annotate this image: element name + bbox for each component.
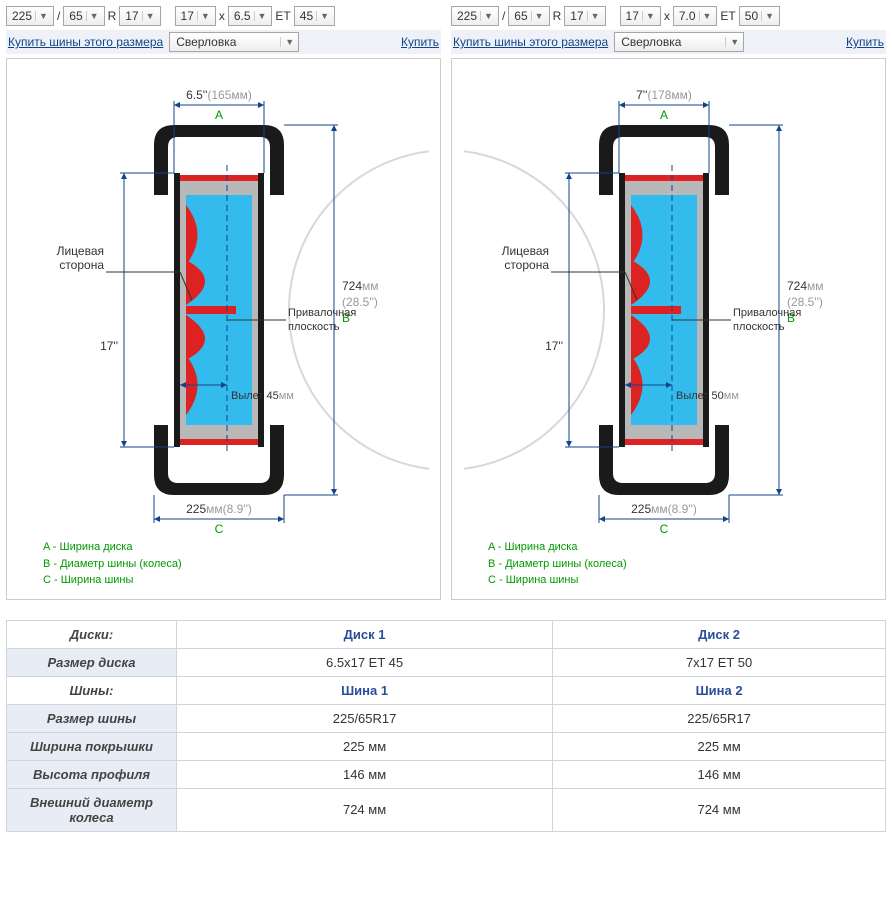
et-label: ET [275, 9, 290, 23]
svg-text:724мм: 724мм [787, 279, 824, 293]
slash: / [502, 9, 505, 23]
buy-link[interactable]: Купить [846, 35, 884, 49]
row-value-2: 225/65R17 [553, 704, 886, 732]
row-label: Ширина покрышки [7, 732, 177, 760]
tire-profile-select[interactable]: 65▼ [63, 6, 104, 26]
row-value-2: 724 мм [553, 788, 886, 831]
tire-width-select[interactable]: 225▼ [451, 6, 499, 26]
tire-r-select[interactable]: 17▼ [564, 6, 605, 26]
legend-a: A - Ширина диска [43, 541, 132, 553]
table-row: Шины:Шина 1Шина 2 [7, 676, 886, 704]
row-value-1: 146 мм [177, 760, 553, 788]
rim-width-select[interactable]: 6.5▼ [228, 6, 273, 26]
slash: / [57, 9, 60, 23]
diagram-1: 6.5''(165мм)A724мм(28.5'')B17''Лицеваяст… [6, 58, 441, 600]
rim-width-select[interactable]: 7.0▼ [673, 6, 718, 26]
comparison-tbody: Диски:Диск 1Диск 2Размер диска6.5x17 ET … [7, 620, 886, 831]
row-label: Размер диска [7, 648, 177, 676]
row-value-2: Шина 2 [553, 676, 886, 704]
svg-text:724мм: 724мм [342, 279, 379, 293]
svg-text:A: A [214, 108, 222, 122]
svg-text:225мм(8.9''): 225мм(8.9'') [186, 502, 252, 516]
tire-r-select[interactable]: 17▼ [119, 6, 160, 26]
svg-text:Лицевая: Лицевая [501, 244, 548, 258]
legend-c: C - Ширина шины [488, 574, 578, 586]
legend-b: B - Диаметр шины (колеса) [43, 558, 182, 570]
buy-tires-link[interactable]: Купить шины этого размера [453, 35, 608, 49]
svg-text:C: C [214, 522, 223, 535]
row-value-2: Диск 2 [553, 620, 886, 648]
drill-select[interactable]: Сверловка▼ [169, 32, 299, 52]
table-row: Высота профиля146 мм146 мм [7, 760, 886, 788]
svg-text:плоскость: плоскость [733, 321, 785, 333]
row-label: Размер шины [7, 704, 177, 732]
r-label: R [108, 9, 117, 23]
table-row: Размер шины225/65R17225/65R17 [7, 704, 886, 732]
svg-text:225мм(8.9''): 225мм(8.9'') [631, 502, 697, 516]
r-label: R [553, 9, 562, 23]
link-row-1: Купить шины этого размера Сверловка▼ Куп… [6, 30, 441, 54]
svg-text:Вылет 45мм: Вылет 45мм [231, 390, 294, 402]
row-value-2: 7x17 ET 50 [553, 648, 886, 676]
legend-b: B - Диаметр шины (колеса) [488, 558, 627, 570]
config-row: 225▼ / 65▼ R 17▼ 17▼ x 6.5▼ ET 45▼ Купит… [6, 6, 886, 54]
row-value-2: 225 мм [553, 732, 886, 760]
svg-text:Лицевая: Лицевая [56, 244, 103, 258]
svg-text:Привалочная: Привалочная [288, 307, 356, 319]
legend-2: A - Ширина диска B - Диаметр шины (колес… [488, 539, 879, 589]
row-label: Шины: [7, 676, 177, 704]
row-label: Высота профиля [7, 760, 177, 788]
x-label: x [664, 9, 670, 23]
selectors-2: 225▼ / 65▼ R 17▼ 17▼ x 7.0▼ ET 50▼ [451, 6, 886, 26]
et-select[interactable]: 45▼ [294, 6, 335, 26]
link-row-2: Купить шины этого размера Сверловка▼ Куп… [451, 30, 886, 54]
config-block-2: 225▼ / 65▼ R 17▼ 17▼ x 7.0▼ ET 50▼ Купит… [451, 6, 886, 54]
svg-text:сторона: сторона [504, 258, 549, 272]
row-label: Диски: [7, 620, 177, 648]
rim-diam-select[interactable]: 17▼ [620, 6, 661, 26]
rim-diam-select[interactable]: 17▼ [175, 6, 216, 26]
table-row: Внешний диаметр колеса724 мм724 мм [7, 788, 886, 831]
legend-c: C - Ширина шины [43, 574, 133, 586]
row-value-1: 225 мм [177, 732, 553, 760]
tire-width-select[interactable]: 225▼ [6, 6, 54, 26]
row-value-1: 724 мм [177, 788, 553, 831]
svg-text:17'': 17'' [545, 339, 563, 353]
x-label: x [219, 9, 225, 23]
buy-tires-link[interactable]: Купить шины этого размера [8, 35, 163, 49]
svg-text:Вылет 50мм: Вылет 50мм [676, 390, 739, 402]
et-label: ET [720, 9, 735, 23]
row-value-1: 225/65R17 [177, 704, 553, 732]
svg-text:Привалочная: Привалочная [733, 307, 801, 319]
diagram-svg-1: 6.5''(165мм)A724мм(28.5'')B17''Лицеваяст… [13, 65, 434, 535]
buy-link[interactable]: Купить [401, 35, 439, 49]
legend-1: A - Ширина диска B - Диаметр шины (колес… [43, 539, 434, 589]
svg-text:7''(178мм): 7''(178мм) [636, 88, 692, 102]
comparison-table: Диски:Диск 1Диск 2Размер диска6.5x17 ET … [6, 620, 886, 832]
et-select[interactable]: 50▼ [739, 6, 780, 26]
config-block-1: 225▼ / 65▼ R 17▼ 17▼ x 6.5▼ ET 45▼ Купит… [6, 6, 441, 54]
row-value-1: Диск 1 [177, 620, 553, 648]
svg-text:A: A [659, 108, 667, 122]
table-row: Размер диска6.5x17 ET 457x17 ET 50 [7, 648, 886, 676]
selectors-1: 225▼ / 65▼ R 17▼ 17▼ x 6.5▼ ET 45▼ [6, 6, 441, 26]
row-value-2: 146 мм [553, 760, 886, 788]
svg-text:17'': 17'' [100, 339, 118, 353]
diagram-svg-2: 7''(178мм)A724мм(28.5'')B17''Лицеваястор… [458, 65, 879, 535]
svg-text:6.5''(165мм): 6.5''(165мм) [186, 88, 252, 102]
row-label: Внешний диаметр колеса [7, 788, 177, 831]
diagram-2: 7''(178мм)A724мм(28.5'')B17''Лицеваястор… [451, 58, 886, 600]
drill-select[interactable]: Сверловка▼ [614, 32, 744, 52]
tire-profile-select[interactable]: 65▼ [508, 6, 549, 26]
svg-text:плоскость: плоскость [288, 321, 340, 333]
table-row: Ширина покрышки225 мм225 мм [7, 732, 886, 760]
svg-text:C: C [659, 522, 668, 535]
legend-a: A - Ширина диска [488, 541, 577, 553]
diagrams-row: 6.5''(165мм)A724мм(28.5'')B17''Лицеваяст… [6, 58, 886, 600]
table-row: Диски:Диск 1Диск 2 [7, 620, 886, 648]
row-value-1: 6.5x17 ET 45 [177, 648, 553, 676]
svg-text:сторона: сторона [59, 258, 104, 272]
row-value-1: Шина 1 [177, 676, 553, 704]
